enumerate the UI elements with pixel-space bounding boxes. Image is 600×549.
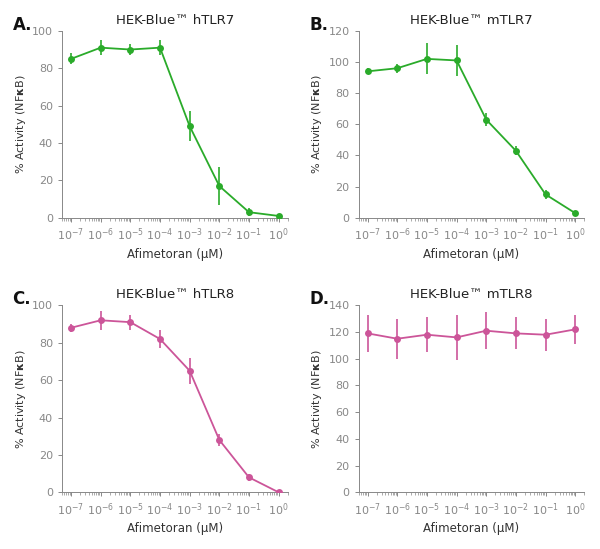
Y-axis label: % Activity (NF$\bf{\kappa}$B): % Activity (NF$\bf{\kappa}$B): [310, 349, 325, 449]
Y-axis label: % Activity (NF$\bf{\kappa}$B): % Activity (NF$\bf{\kappa}$B): [14, 349, 28, 449]
Title: HEK-Blue™ hTLR8: HEK-Blue™ hTLR8: [116, 288, 234, 301]
Title: HEK-Blue™ mTLR8: HEK-Blue™ mTLR8: [410, 288, 533, 301]
Title: HEK-Blue™ hTLR7: HEK-Blue™ hTLR7: [116, 14, 234, 27]
Title: HEK-Blue™ mTLR7: HEK-Blue™ mTLR7: [410, 14, 533, 27]
Text: A.: A.: [13, 16, 32, 34]
Text: D.: D.: [309, 290, 329, 309]
X-axis label: Afimetoran (μM): Afimetoran (μM): [424, 522, 520, 535]
Y-axis label: % Activity (NF$\bf{\kappa}$B): % Activity (NF$\bf{\kappa}$B): [14, 75, 28, 174]
Text: C.: C.: [13, 290, 31, 309]
Text: B.: B.: [309, 16, 328, 34]
X-axis label: Afimetoran (μM): Afimetoran (μM): [127, 248, 223, 261]
X-axis label: Afimetoran (μM): Afimetoran (μM): [424, 248, 520, 261]
X-axis label: Afimetoran (μM): Afimetoran (μM): [127, 522, 223, 535]
Y-axis label: % Activity (NF$\bf{\kappa}$B): % Activity (NF$\bf{\kappa}$B): [310, 75, 325, 174]
